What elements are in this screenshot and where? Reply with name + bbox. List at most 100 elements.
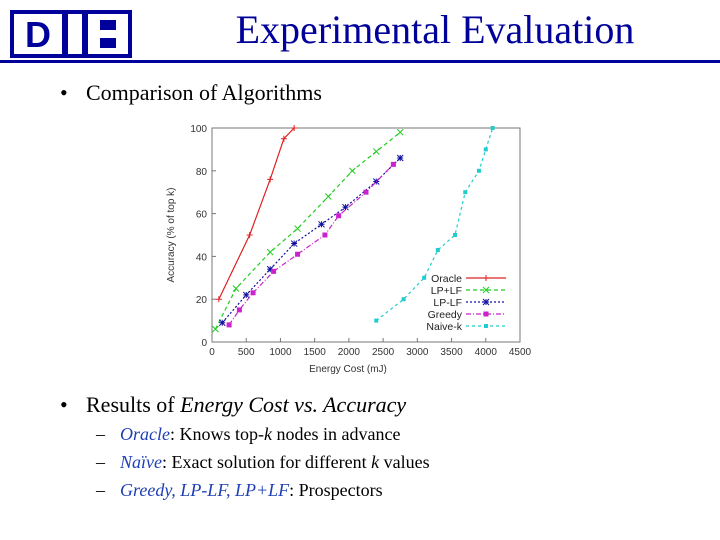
data-point bbox=[250, 290, 256, 296]
subbullet-text: : Prospectors bbox=[289, 480, 383, 500]
data-point bbox=[342, 203, 349, 211]
data-point bbox=[322, 232, 328, 238]
data-point bbox=[372, 148, 380, 155]
bullet-text-prefix: Results of bbox=[86, 392, 181, 417]
x-tick-label: 2000 bbox=[338, 347, 361, 358]
x-tick-label: 1500 bbox=[304, 347, 327, 358]
x-tick-label: 1000 bbox=[269, 347, 292, 358]
data-point bbox=[232, 285, 240, 292]
plot-frame bbox=[211, 127, 521, 343]
data-point bbox=[294, 225, 301, 232]
x-tick-label: 0 bbox=[209, 347, 215, 358]
data-point bbox=[291, 125, 298, 131]
data-point bbox=[422, 275, 427, 280]
title-divider bbox=[0, 60, 720, 63]
series-line bbox=[228, 163, 394, 326]
data-point bbox=[336, 213, 342, 219]
data-point bbox=[483, 147, 488, 152]
algorithm-name: Naïve bbox=[120, 452, 162, 472]
x-tick-label: 3500 bbox=[440, 347, 463, 358]
accuracy-vs-energy-chart: 0 500 1000 1500 2000 2500 3000 3500 4000 4500 0 20 4… bbox=[166, 124, 532, 375]
legend-label: Greedy bbox=[428, 309, 463, 321]
x-tick-label: 500 bbox=[238, 347, 255, 358]
subbullet-dash: – bbox=[96, 424, 105, 444]
y-axis-label: Accuracy (% of top k) bbox=[166, 187, 177, 282]
subbullet-text-end: nodes in advance bbox=[271, 424, 401, 444]
series-lp-lf bbox=[212, 128, 404, 333]
data-point bbox=[484, 324, 488, 328]
subbullet-naive: – Naïve: Exact solution for different k v… bbox=[96, 452, 430, 473]
y-tick-label: 80 bbox=[196, 167, 208, 178]
subbullet-text-end: values bbox=[379, 452, 430, 472]
data-point bbox=[396, 154, 404, 162]
algorithm-name: Greedy, LP-LF, LP+LF bbox=[120, 480, 290, 500]
subbullet-dash: – bbox=[96, 452, 105, 472]
data-point bbox=[267, 176, 274, 183]
data-point bbox=[483, 275, 489, 281]
subbullet-dash: – bbox=[96, 480, 105, 500]
y-tick-label: 0 bbox=[201, 338, 207, 349]
series-greedy bbox=[226, 161, 396, 328]
data-point bbox=[482, 298, 490, 306]
legend-entry: Greedy bbox=[428, 309, 506, 321]
data-point bbox=[280, 135, 287, 142]
data-point bbox=[242, 291, 250, 299]
legend-entry: LP-LF bbox=[433, 297, 506, 309]
data-point bbox=[215, 296, 222, 303]
algorithm-name: Oracle bbox=[120, 424, 170, 444]
x-tick-label: 4500 bbox=[509, 347, 532, 358]
y-tick-label: 20 bbox=[196, 295, 208, 306]
x-tick-label: 3000 bbox=[406, 347, 429, 358]
data-point bbox=[463, 190, 468, 195]
data-point bbox=[295, 251, 301, 257]
series-oracle bbox=[215, 125, 298, 303]
data-point bbox=[483, 311, 489, 317]
data-point bbox=[363, 189, 369, 195]
x-axis-label: Energy Cost (mJ) bbox=[309, 364, 387, 375]
data-point bbox=[266, 265, 274, 273]
bullet-comparison: • Comparison of Algorithms bbox=[60, 80, 322, 106]
logo-letter: D bbox=[25, 14, 51, 55]
bullet-dot: • bbox=[60, 392, 68, 417]
x-tick-label: 4000 bbox=[475, 347, 498, 358]
data-point bbox=[218, 319, 226, 327]
subbullet-oracle: – Oracle: Knows top-k nodes in advance bbox=[96, 424, 400, 445]
data-point bbox=[482, 286, 490, 294]
series-line bbox=[375, 127, 494, 322]
data-point bbox=[290, 240, 298, 247]
duke-logo: D bbox=[10, 10, 132, 58]
data-point bbox=[271, 268, 277, 274]
series-line bbox=[214, 131, 401, 330]
data-point bbox=[325, 193, 332, 200]
bullet-results: • Results of Energy Cost vs. Accuracy bbox=[60, 392, 406, 418]
data-point bbox=[226, 322, 232, 328]
data-point bbox=[401, 297, 406, 302]
data-point bbox=[396, 128, 404, 136]
series-line bbox=[218, 127, 295, 300]
subbullet-text: : Knows top- bbox=[169, 424, 264, 444]
data-point bbox=[318, 220, 325, 228]
page-title: Experimental Evaluation bbox=[235, 7, 635, 52]
legend-entry: LP+LF bbox=[431, 285, 506, 297]
data-point bbox=[374, 318, 379, 323]
k-variable: k bbox=[263, 424, 272, 444]
y-tick-label: 40 bbox=[196, 252, 208, 263]
data-point bbox=[390, 161, 396, 167]
bullet-dot: • bbox=[60, 80, 68, 105]
y-tick-label: 60 bbox=[196, 210, 208, 221]
data-point bbox=[236, 307, 242, 313]
data-point bbox=[435, 247, 440, 252]
legend-entry: Naive-k bbox=[426, 321, 506, 333]
legend-entry: Oracle bbox=[431, 273, 506, 285]
data-point bbox=[348, 167, 356, 175]
bullet-text: Comparison of Algorithms bbox=[86, 80, 322, 105]
subbullet-text: : Exact solution for different bbox=[162, 452, 372, 472]
data-point bbox=[490, 126, 495, 130]
data-point bbox=[476, 168, 481, 173]
legend-label: LP+LF bbox=[431, 285, 462, 297]
y-tick-label: 100 bbox=[190, 124, 207, 135]
legend-label: LP-LF bbox=[433, 297, 462, 309]
data-point bbox=[246, 232, 253, 238]
data-point bbox=[212, 325, 219, 333]
series-naive-k bbox=[374, 126, 495, 323]
